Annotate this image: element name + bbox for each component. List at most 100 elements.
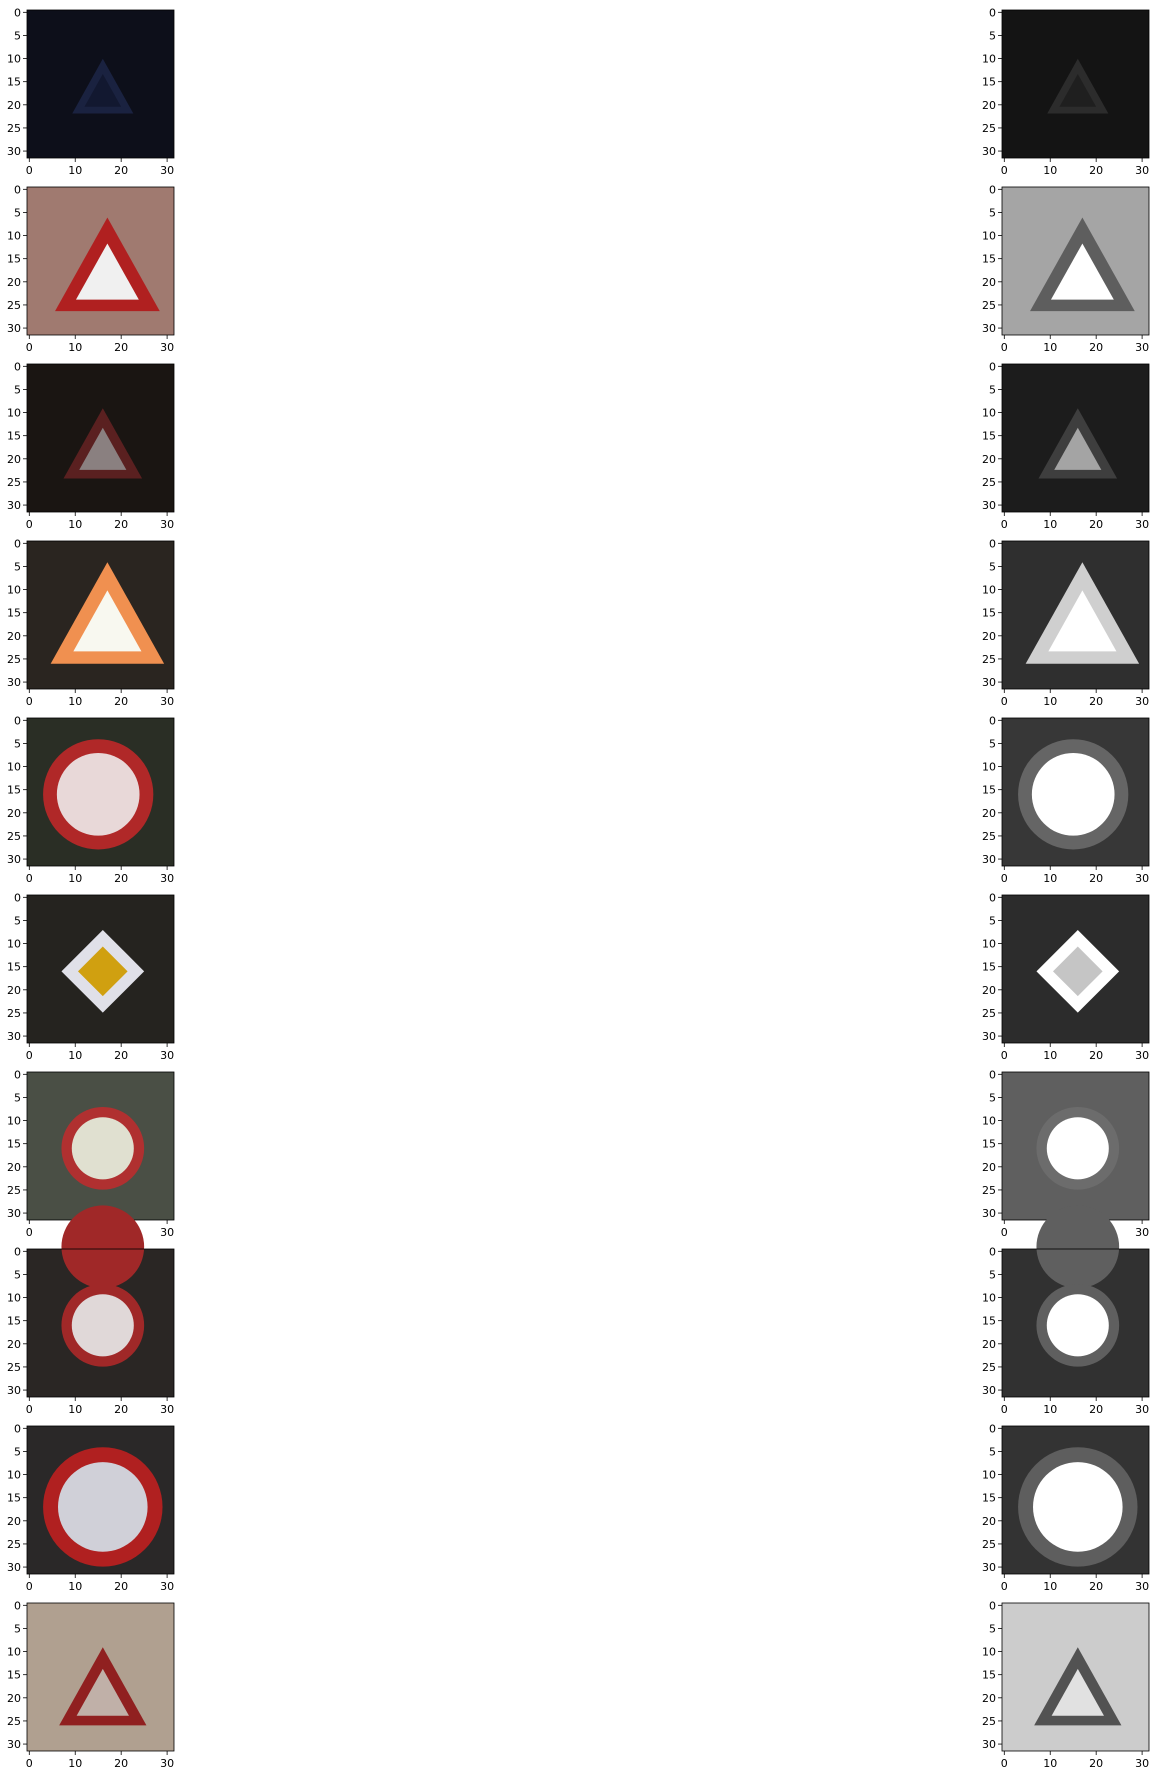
y-tick-label: 15: [982, 1492, 996, 1505]
y-tick-label: 25: [982, 1007, 996, 1020]
y-tick-label: 30: [7, 145, 21, 158]
image: [27, 1072, 174, 1220]
x-tick-label: 0: [1001, 341, 1008, 354]
x-tick-label: 10: [1043, 872, 1057, 885]
image: [1002, 1426, 1149, 1574]
image: [1002, 895, 1149, 1043]
y-tick-label: 30: [7, 853, 21, 866]
sign-inner: [77, 946, 128, 997]
y-tick-label: 0: [14, 537, 21, 550]
y-tick-label: 10: [7, 1115, 21, 1128]
x-tick-label: 0: [1001, 164, 1008, 177]
y-tick-label: 15: [982, 430, 996, 443]
y-tick-label: 30: [7, 1561, 21, 1574]
x-tick-label: 30: [160, 1403, 174, 1416]
image: [1002, 541, 1149, 689]
x-tick-label: 20: [1089, 872, 1103, 885]
y-tick-label: 20: [982, 807, 996, 820]
y-tick-label: 5: [989, 737, 996, 750]
y-tick-label: 5: [989, 1622, 996, 1635]
sign-inner: [73, 590, 142, 652]
y-tick-label: 25: [982, 122, 996, 135]
y-tick-label: 25: [7, 1715, 21, 1728]
axes-frame: [1001, 1248, 1150, 1398]
y-tick-label: 30: [7, 499, 21, 512]
y-tick-label: 0: [14, 1068, 21, 1081]
image: [27, 718, 174, 866]
y-tick-label: 10: [982, 230, 996, 243]
image: [1002, 10, 1149, 158]
y-tick-label: 15: [7, 1492, 21, 1505]
y-tick-label: 10: [7, 584, 21, 597]
sign-inner: [1059, 73, 1097, 107]
x-tick-label: 20: [114, 1049, 128, 1062]
sign-inner: [56, 752, 140, 836]
y-tick-label: 15: [982, 1138, 996, 1151]
y-tick-label: 30: [982, 145, 996, 158]
image: [27, 895, 174, 1043]
axes-frame: [26, 363, 175, 513]
y-tick-label: 15: [982, 784, 996, 797]
y-tick-label: 15: [7, 961, 21, 974]
y-tick-label: 0: [14, 714, 21, 727]
y-tick-label: 20: [7, 453, 21, 466]
x-tick-label: 20: [1089, 1757, 1103, 1770]
x-tick-label: 0: [26, 1049, 33, 1062]
image: [1002, 187, 1149, 335]
axes-frame: [26, 186, 175, 336]
axes-frame: [1001, 363, 1150, 513]
sign-inner: [1051, 1668, 1104, 1716]
y-tick-label: 20: [7, 1692, 21, 1705]
y-tick-label: 5: [989, 1268, 996, 1281]
y-tick-label: 0: [989, 1245, 996, 1258]
sign-inner: [71, 1294, 134, 1357]
x-tick-label: 10: [68, 1403, 82, 1416]
y-tick-label: 25: [7, 299, 21, 312]
x-tick-label: 20: [114, 164, 128, 177]
y-tick-label: 10: [7, 407, 21, 420]
y-tick-label: 25: [7, 1184, 21, 1197]
y-tick-label: 0: [989, 1422, 996, 1435]
y-tick-label: 5: [989, 914, 996, 927]
x-tick-label: 30: [160, 341, 174, 354]
sign-inner: [1054, 427, 1102, 470]
x-tick-label: 20: [1089, 1049, 1103, 1062]
x-tick-label: 10: [68, 695, 82, 708]
x-tick-label: 0: [26, 1757, 33, 1770]
y-tick-label: 25: [982, 830, 996, 843]
x-tick-label: 0: [26, 1580, 33, 1593]
axes-frame: [1001, 186, 1150, 336]
y-tick-label: 25: [982, 1361, 996, 1374]
y-tick-label: 15: [7, 1669, 21, 1682]
sign-inner: [76, 1668, 129, 1716]
x-tick-label: 20: [1089, 341, 1103, 354]
y-tick-label: 30: [7, 1030, 21, 1043]
y-tick-label: 20: [7, 630, 21, 643]
y-tick-label: 15: [982, 76, 996, 89]
y-tick-label: 30: [982, 499, 996, 512]
y-tick-label: 25: [982, 1184, 996, 1197]
y-tick-label: 0: [989, 1599, 996, 1612]
sign-inner: [79, 427, 127, 470]
axes-frame: [26, 894, 175, 1044]
x-tick-label: 20: [114, 872, 128, 885]
y-tick-label: 30: [982, 853, 996, 866]
image: [27, 1205, 174, 1397]
y-tick-label: 30: [7, 322, 21, 335]
x-tick-label: 20: [1089, 518, 1103, 531]
y-tick-label: 15: [982, 253, 996, 266]
axes-frame: [1001, 540, 1150, 690]
y-tick-label: 0: [989, 6, 996, 19]
y-tick-label: 20: [7, 807, 21, 820]
y-tick-label: 5: [989, 1445, 996, 1458]
y-tick-label: 20: [982, 99, 996, 112]
y-tick-label: 20: [982, 630, 996, 643]
y-tick-label: 20: [7, 276, 21, 289]
y-tick-label: 25: [7, 653, 21, 666]
y-tick-label: 30: [7, 1207, 21, 1220]
sign-border: [1036, 1205, 1120, 1289]
x-tick-label: 10: [68, 518, 82, 531]
y-tick-label: 20: [982, 276, 996, 289]
y-tick-label: 10: [982, 584, 996, 597]
x-tick-label: 10: [68, 1049, 82, 1062]
